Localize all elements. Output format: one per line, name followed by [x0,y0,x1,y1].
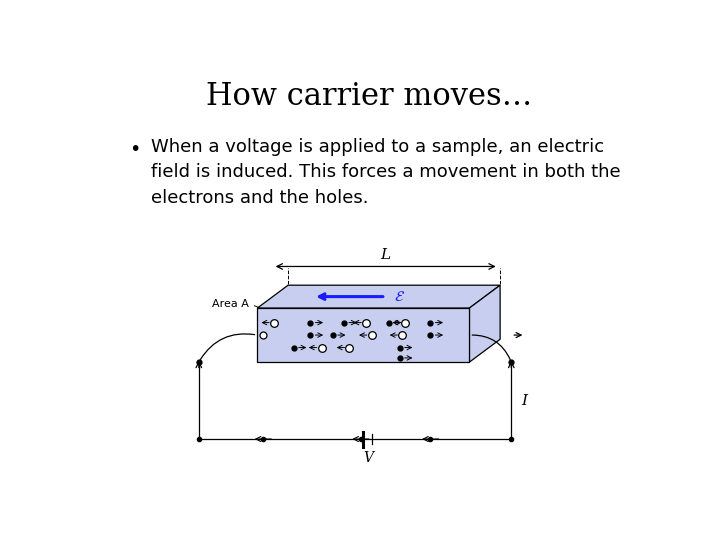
Text: L: L [381,248,391,262]
Polygon shape [258,308,469,362]
Text: Area A: Area A [212,299,249,309]
Text: V: V [363,451,373,465]
Polygon shape [469,285,500,362]
Text: $\mathcal{E}$: $\mathcal{E}$ [394,289,405,304]
Text: When a voltage is applied to a sample, an electric
field is induced. This forces: When a voltage is applied to a sample, a… [151,138,621,207]
Text: How carrier moves…: How carrier moves… [206,82,532,112]
Polygon shape [258,285,500,308]
Text: I: I [521,394,527,408]
Text: •: • [129,140,140,159]
